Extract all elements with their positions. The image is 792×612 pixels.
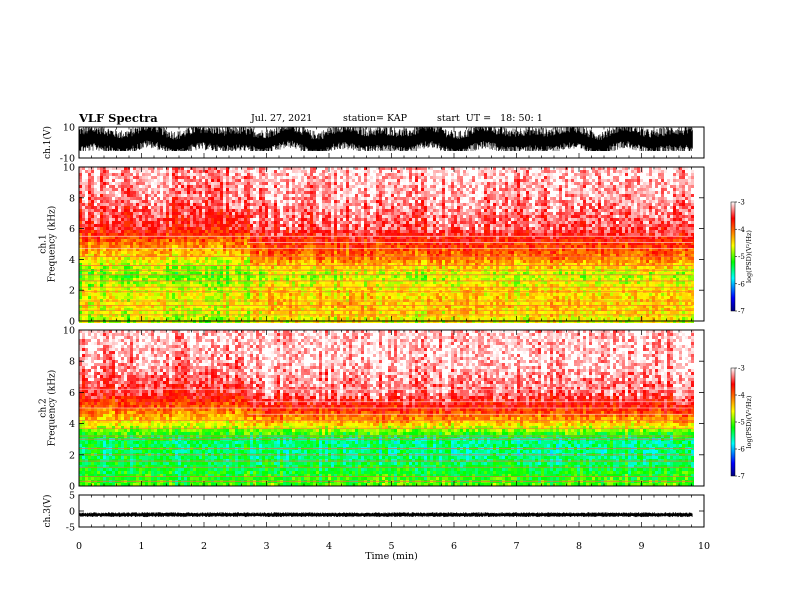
y-tick-label: 4 <box>69 419 75 430</box>
date-label: Jul. 27, 2021 <box>251 113 312 124</box>
y-tick-label: 10 <box>63 163 75 174</box>
ch2-spectrogram-panel: ch.2 Frequency (kHz) 0 2 4 6 8 10 <box>39 326 705 493</box>
x-tick-label: 9 <box>638 541 644 552</box>
x-tick-label: 0 <box>76 541 82 552</box>
y-tick-label: -10 <box>60 154 75 165</box>
x-tick-label: 5 <box>388 541 394 552</box>
y-tick-label: 4 <box>69 255 75 266</box>
ch1-colorbar: -3 -4 -5 -6 -7 log(PSD)(V²/Hz) <box>730 199 753 316</box>
ch1-waveform-panel: ch.1(V) 10 -10 <box>42 123 705 165</box>
y-tick-label: 2 <box>69 286 75 297</box>
colorbar-tick-label: -5 <box>738 253 745 261</box>
y-tick-label: 10 <box>63 123 75 134</box>
y-tick-label: 8 <box>69 357 75 368</box>
x-tick-label: 1 <box>138 541 144 552</box>
colorbar-tick-label: -7 <box>738 473 745 481</box>
colorbar-tick-label: -4 <box>738 226 745 234</box>
colorbar-tick-label: -4 <box>738 392 745 400</box>
x-tick-label: 7 <box>513 541 519 552</box>
spectrogram-cells <box>79 167 704 323</box>
x-tick-label: 6 <box>451 541 457 552</box>
x-tick-label: 10 <box>698 541 710 552</box>
x-axis-label: Time (min) <box>365 551 418 562</box>
y-tick-label: 2 <box>69 450 75 461</box>
ch3-waveform-trace <box>78 512 693 518</box>
ch2-colorbar: -3 -4 -5 -6 -7 log(PSD)(V²/Hz) <box>730 365 753 481</box>
y-axis-label: ch.1 <box>39 234 49 253</box>
y-tick-label: 0 <box>69 317 75 328</box>
colorbar-tick-label: -3 <box>738 365 745 373</box>
colorbar-tick-label: -3 <box>738 199 745 207</box>
colorbar-tick-label: -6 <box>738 280 745 288</box>
y-tick-label: 6 <box>69 224 75 235</box>
ch1-spectrogram-panel: ch.1 Frequency (kHz) 0 2 4 6 8 10 <box>39 163 705 328</box>
x-tick-label: 2 <box>201 541 207 552</box>
y-axis-label: Frequency (kHz) <box>47 370 58 447</box>
colorbar-scale <box>730 201 736 312</box>
x-tick-label: 8 <box>576 541 582 552</box>
colorbar-tick-label: -6 <box>738 446 745 454</box>
colorbar-label: log(PSD)(V²/Hz) <box>745 395 753 448</box>
y-tick-label: 0 <box>69 507 75 518</box>
y-tick-label: 6 <box>69 388 75 399</box>
chart-title: VLF Spectra <box>79 111 158 125</box>
x-tick-label: 4 <box>326 541 332 552</box>
spectrogram-cells <box>79 330 704 486</box>
y-axis-label: ch.1(V) <box>42 126 53 159</box>
y-tick-label: 5 <box>69 491 75 502</box>
y-tick-label: 8 <box>69 193 75 204</box>
y-axis-label: ch.2 <box>39 398 49 417</box>
y-tick-label: 10 <box>63 326 75 337</box>
colorbar-label: log(PSD)(V²/Hz) <box>745 230 753 283</box>
y-tick-label: -5 <box>66 523 75 534</box>
colorbar-tick-label: -5 <box>738 419 745 427</box>
station-label: station= KAP <box>343 113 407 124</box>
colorbar-tick-label: -7 <box>738 308 745 316</box>
start-time-label: start UT = 18: 50: 1 <box>437 113 543 124</box>
y-tick-label: 0 <box>69 482 75 493</box>
y-axis-label: Frequency (kHz) <box>47 206 58 283</box>
x-tick-label: 3 <box>263 541 269 552</box>
ch1-waveform-trace <box>78 127 693 151</box>
y-axis-label: ch.3(V) <box>42 495 53 528</box>
colorbar-scale <box>730 367 736 477</box>
